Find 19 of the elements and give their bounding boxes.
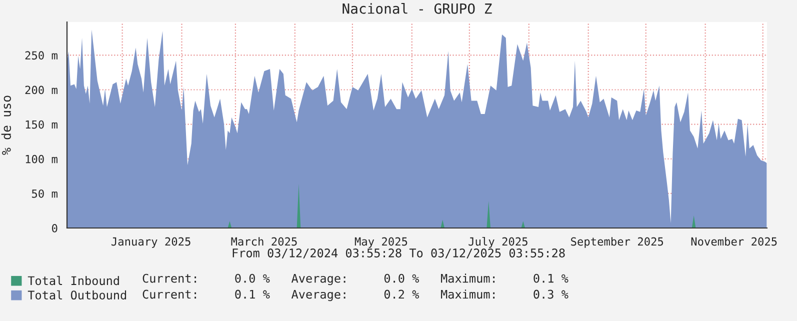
text: Current: 0.0 % Average: 0.0 % Maximum: 0.1 %	[142, 274, 568, 286]
y-axis-title: % de uso	[1, 96, 11, 155]
y-tick-label: 150 m	[26, 120, 58, 129]
y-tick-label: 50 m	[32, 189, 58, 198]
text: From 03/12/2024 03:55:28 To 03/12/2025 03:55:28	[232, 248, 565, 258]
y-tick-label: 100 m	[26, 154, 58, 164]
x-tick-label: July 2025	[468, 237, 528, 248]
legend-label: Total Outbound	[28, 290, 126, 300]
text: Current: 0.1 % Average: 0.2 % Maximum: 0.3 %	[142, 290, 568, 302]
x-tick-label: January 2025	[112, 237, 190, 248]
y-tick-label: 200 m	[25, 86, 58, 94]
x-tick-label: May 2025	[354, 237, 408, 248]
x-tick-label: November 2025	[691, 237, 777, 246]
x-tick-label: March 2025	[231, 237, 297, 246]
legend-label: Total Inbound	[28, 276, 119, 286]
x-tick-label: September 2025	[571, 237, 664, 248]
y-tick-label: 0	[52, 224, 58, 232]
chart-title: Nacional - GRUPO Z	[342, 3, 492, 14]
y-tick-label: 250 m	[25, 51, 58, 60]
